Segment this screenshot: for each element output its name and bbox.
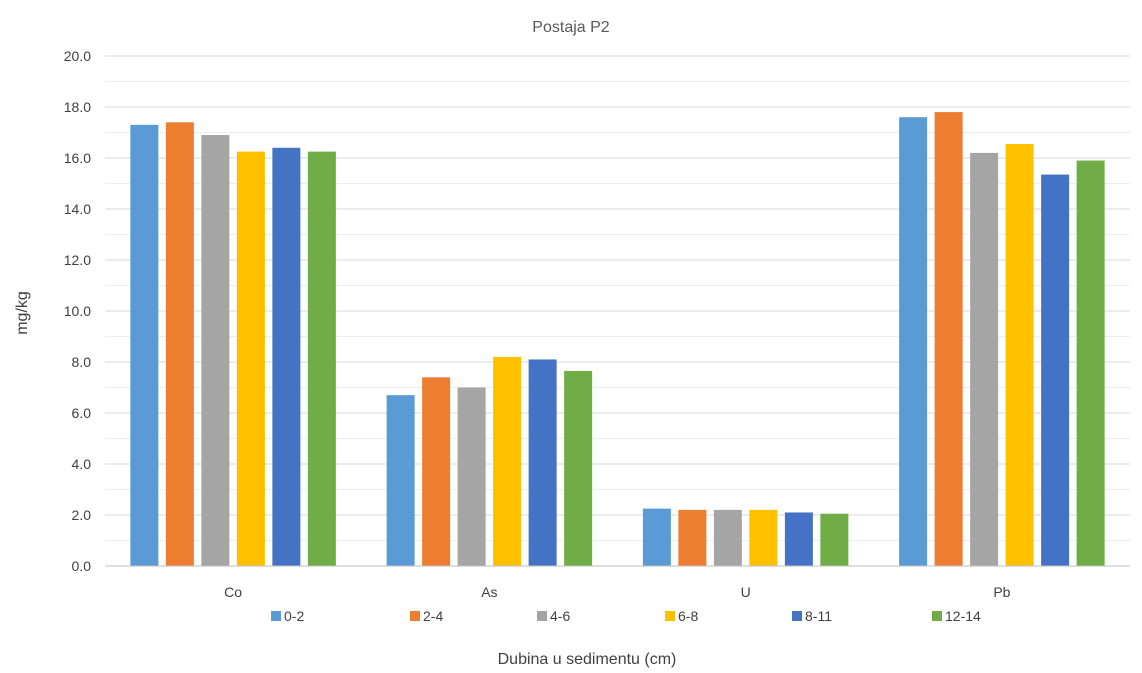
- y-tick-label: 12.0: [64, 252, 91, 268]
- bar: [784, 512, 813, 566]
- y-tick-label: 6.0: [72, 405, 92, 421]
- y-tick-label: 10.0: [64, 303, 91, 319]
- legend-label: 0-2: [284, 608, 304, 624]
- y-axis-title: mg/kg: [14, 291, 31, 335]
- legend-label: 2-4: [423, 608, 443, 624]
- bar: [201, 135, 230, 567]
- legend-swatch: [665, 611, 675, 621]
- legend-swatch: [932, 611, 942, 621]
- legend-swatch: [410, 611, 420, 621]
- y-axis-tick-labels: 0.0 2.0 4.0 6.0 8.0 10.0 12.0 14.0 16.0 18.0 20.0: [64, 48, 91, 574]
- bar: [820, 513, 849, 566]
- legend-label: 8-11: [805, 608, 832, 624]
- bar: [642, 508, 671, 566]
- y-tick-label: 16.0: [64, 150, 91, 166]
- x-tick-label: U: [741, 584, 751, 600]
- y-tick-label: 4.0: [72, 456, 92, 472]
- bar: [1041, 174, 1070, 566]
- legend-swatch: [792, 611, 802, 621]
- bar: [749, 509, 778, 566]
- bar: [899, 117, 928, 566]
- legend-swatch: [537, 611, 547, 621]
- category-labels: Co As U Pb: [224, 584, 1010, 600]
- y-tick-label: 8.0: [72, 354, 92, 370]
- bar: [970, 152, 999, 566]
- bar: [457, 387, 486, 566]
- bar: [130, 124, 159, 566]
- bar: [307, 151, 336, 566]
- x-tick-label: Pb: [993, 584, 1010, 600]
- legend-label: 6-8: [678, 608, 698, 624]
- x-tick-label: Co: [224, 584, 242, 600]
- y-tick-label: 0.0: [72, 558, 92, 574]
- x-tick-label: As: [481, 584, 497, 600]
- bar: [678, 509, 707, 566]
- bar: [272, 147, 301, 567]
- chart-title: Postaja P2: [532, 19, 609, 36]
- bar: [713, 509, 742, 566]
- legend: 0-2 2-4 4-6 6-8 8-11 12-14: [271, 608, 981, 624]
- x-axis-title: Dubina u sedimentu (cm): [498, 651, 677, 668]
- bar: [236, 151, 265, 566]
- y-tick-label: 14.0: [64, 201, 91, 217]
- bar: [165, 122, 194, 567]
- legend-label: 12-14: [945, 608, 981, 624]
- bar: [1005, 143, 1034, 566]
- bar: [422, 377, 451, 566]
- bar: [934, 112, 963, 566]
- bar: [493, 356, 522, 566]
- bar: [1076, 160, 1105, 567]
- y-tick-label: 2.0: [72, 507, 92, 523]
- bar: [386, 395, 415, 566]
- bars: [130, 112, 1105, 567]
- legend-label: 4-6: [550, 608, 570, 624]
- y-tick-label: 20.0: [64, 48, 91, 64]
- bar: [528, 359, 557, 566]
- legend-swatch: [271, 611, 281, 621]
- bar: [564, 370, 593, 566]
- y-tick-label: 18.0: [64, 99, 91, 115]
